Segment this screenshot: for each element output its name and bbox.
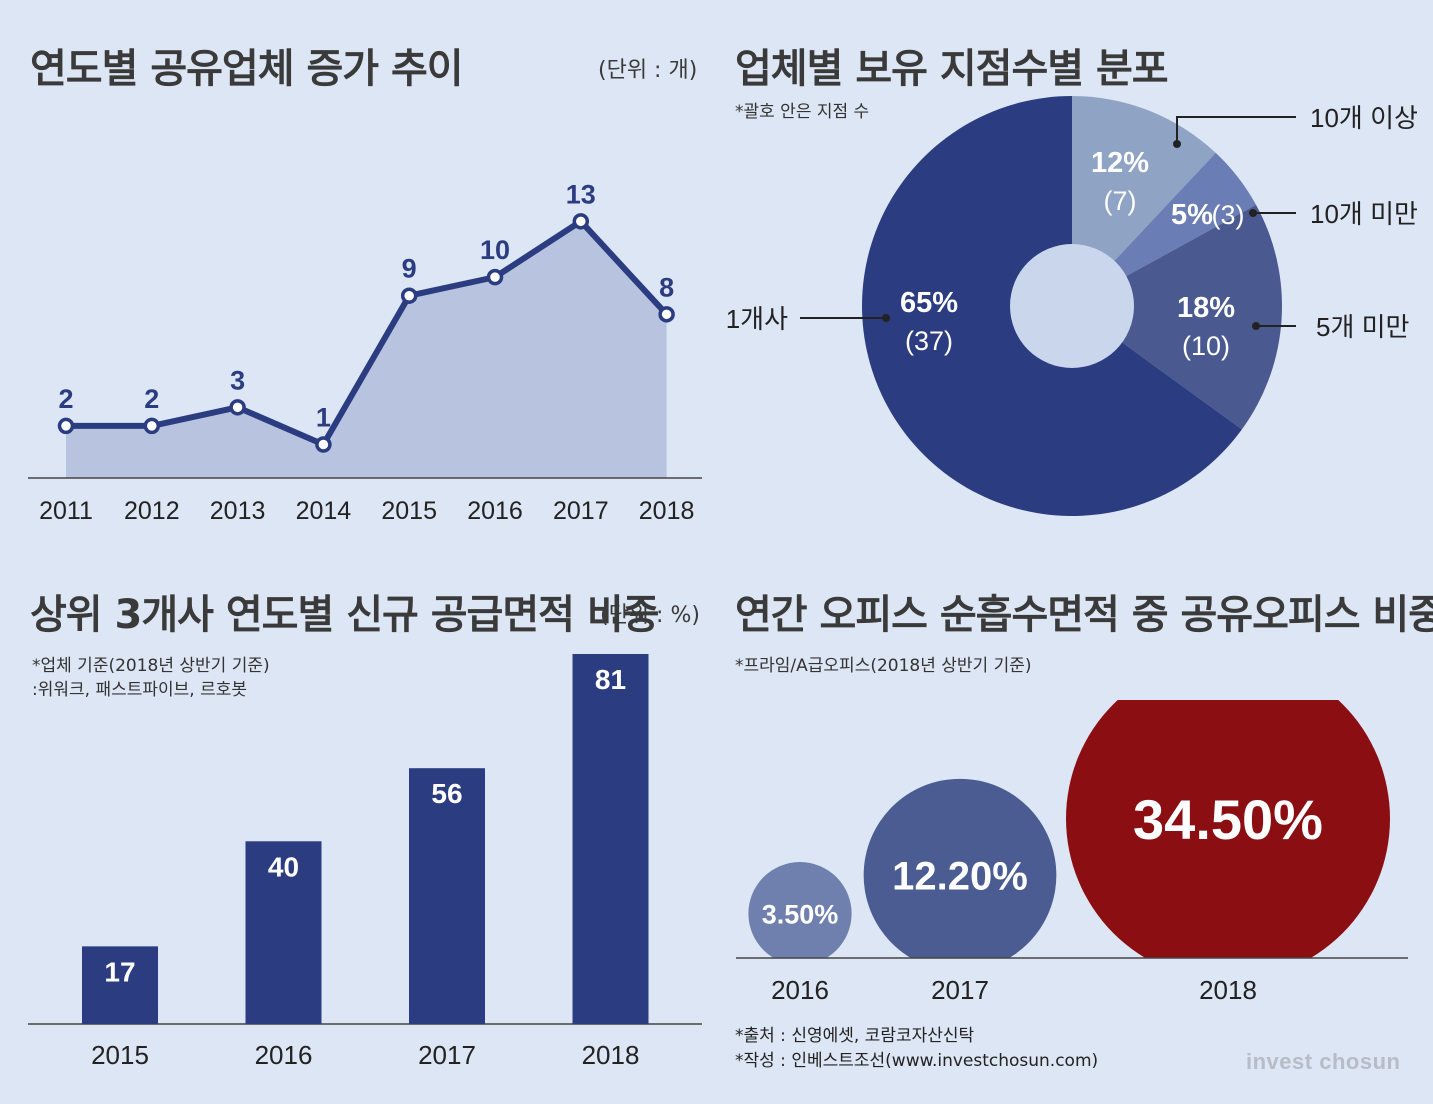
x-tick-label: 2012: [124, 497, 180, 525]
x-tick-label: 2014: [296, 497, 352, 525]
data-point: [572, 213, 590, 230]
slice-percent-label: 12%: [1091, 147, 1149, 179]
bubble: [748, 862, 852, 958]
x-tick-label: 2015: [91, 1040, 149, 1070]
bar-chart: 17 2015 40 2016 56 2017 81 2018: [28, 654, 702, 1070]
data-point: [143, 417, 161, 435]
data-label: 2: [58, 384, 73, 414]
callout-line: [1176, 116, 1296, 144]
bar-chart-note-2: :위워크, 패스트파이브, 르호봇: [32, 680, 248, 700]
slice-name-label: 10개 미만: [1310, 199, 1418, 229]
bar-value-label: 40: [268, 851, 299, 882]
x-tick-label: 2018: [582, 1040, 640, 1070]
slice-name-label: 10개 이상: [1310, 103, 1418, 133]
slice-count-label: (7): [1104, 186, 1137, 216]
source-note: *출처 : 신영에셋, 코람코자산신탁: [735, 1026, 975, 1046]
line-chart-unit: (단위 : 개): [598, 58, 698, 83]
bar: [82, 946, 158, 1024]
author-note: *작성 : 인베스트조선(www.investchosun.com): [735, 1051, 1099, 1071]
x-tick-label: 2017: [931, 975, 989, 1005]
x-tick-label: 2017: [418, 1040, 476, 1070]
bubble-value-label: 3.50%: [762, 899, 839, 929]
x-tick-label: 2017: [553, 497, 609, 525]
x-tick-label: 2011: [39, 497, 93, 525]
brand-logo: invest chosun: [1246, 1049, 1400, 1075]
data-label: 8: [659, 272, 674, 302]
bar-chart-unit: (단위 : %): [600, 603, 700, 628]
bar-chart-title: 상위 3개사 연도별 신규 공급면적 비중: [30, 592, 659, 638]
slice-name-label: 1개사: [726, 304, 788, 334]
brand-logo-left: invest: [1246, 1049, 1313, 1074]
callout-dot: [882, 314, 890, 322]
bar-value-label: 56: [431, 778, 462, 809]
pie-chart-note: *괄호 안은 지점 수: [735, 102, 870, 122]
data-point: [229, 399, 246, 416]
donut-hole: [1010, 244, 1134, 368]
pie-chart-title: 업체별 보유 지점수별 분포: [735, 46, 1169, 92]
pie-slice: [1072, 204, 1282, 430]
bar: [409, 768, 485, 1024]
area-fill: [66, 221, 667, 478]
slice-count-label: (3): [1212, 200, 1245, 230]
slice-percent-label: 65%: [900, 287, 958, 319]
callout-dot: [1173, 140, 1181, 148]
bubble-chart: 3.50% 2016 12.20% 2017 34.50% 2018: [736, 700, 1408, 1005]
bubble-chart-note: *프라임/A급오피스(2018년 상반기 기준): [735, 656, 1032, 676]
data-point: [315, 436, 332, 453]
data-label: 3: [230, 365, 245, 395]
line-chart: 2 2011 2 2012 3 2013 1 2014 9 2015 10 2016 13 2017 8 20…: [28, 179, 702, 525]
bar-value-label: 17: [104, 956, 135, 987]
series-line: [66, 218, 669, 448]
bubble: [1066, 700, 1390, 958]
bar-value-label: 81: [595, 664, 626, 695]
bubble-chart-title: 연간 오피스 순흡수면적 중 공유오피스 비중: [735, 592, 1433, 638]
x-tick-label: 2016: [771, 975, 829, 1005]
data-label: 1: [316, 403, 331, 433]
data-point: [57, 417, 75, 435]
bubble-value-label: 12.20%: [892, 855, 1028, 899]
slice-count-label: (10): [1182, 331, 1230, 361]
callout-dot: [1249, 209, 1257, 217]
x-tick-label: 2016: [467, 497, 523, 525]
data-point: [658, 306, 675, 323]
data-point: [486, 268, 504, 286]
x-tick-label: 2016: [255, 1040, 313, 1070]
pie-chart: 12% (7) 5%(3) 18% (10) 65% (37) 10개 이상 10개 미만 5개 …: [726, 96, 1418, 516]
slice-name-label: 5개 미만: [1316, 312, 1409, 342]
data-label: 9: [402, 254, 417, 284]
data-label: 13: [566, 179, 596, 209]
x-tick-label: 2013: [210, 497, 266, 525]
bar: [572, 654, 649, 1024]
x-tick-label: 2018: [1199, 975, 1257, 1005]
slice-count-label: (37): [905, 326, 953, 356]
line-chart-title: 연도별 공유업체 증가 추이: [30, 46, 464, 92]
data-label: 2: [144, 384, 159, 414]
bar-chart-note-1: *업체 기준(2018년 상반기 기준): [32, 656, 270, 676]
bubble: [863, 778, 1057, 958]
x-tick-label: 2015: [381, 497, 437, 525]
slice-percent-label: 5%: [1171, 199, 1213, 231]
slice-percent-label: 18%: [1177, 292, 1235, 324]
data-label: 10: [480, 235, 510, 265]
data-point: [400, 287, 418, 304]
x-tick-label: 2018: [639, 497, 695, 525]
brand-logo-right: chosun: [1319, 1049, 1401, 1074]
callout-dot: [1252, 322, 1260, 330]
pie-slice: [1072, 96, 1216, 306]
bubble-value-label: 34.50%: [1133, 788, 1323, 851]
bar: [245, 841, 322, 1024]
